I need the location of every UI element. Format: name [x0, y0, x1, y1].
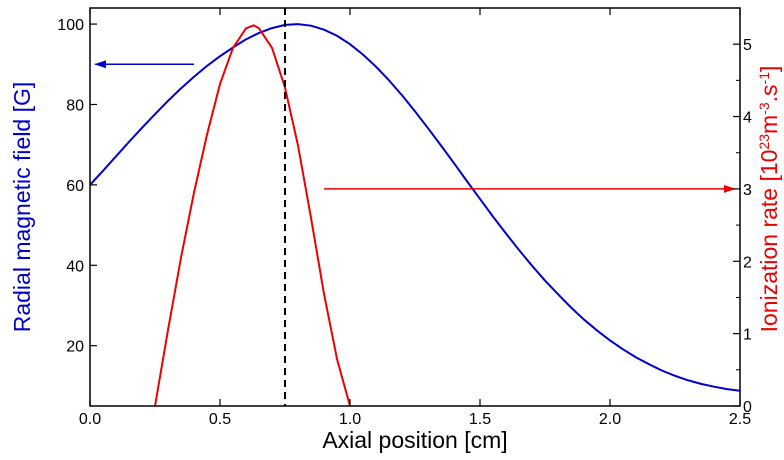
left-y-tick-label: 100 [57, 17, 84, 34]
right-y-tick-label: 5 [743, 37, 752, 54]
right-y-tick-label: 4 [743, 110, 752, 127]
right-y-tick-label: 3 [743, 182, 752, 199]
right-y-tick-label: 2 [743, 254, 752, 271]
x-tick-label: 2.5 [729, 411, 751, 428]
x-tick-label: 1.0 [339, 411, 361, 428]
right-y-title-prefix: Ionization rate [10 [756, 150, 782, 333]
x-tick-label: 0.5 [209, 411, 231, 428]
right-y-axis-title: Ionization rate [1023m-3.s-1] [756, 66, 782, 333]
right-y-title-suffix: ] [756, 66, 782, 72]
left-y-axis-title: Radial magnetic field [G] [9, 82, 35, 333]
x-axis-title: Axial position [cm] [322, 427, 507, 453]
left-y-tick-label: 60 [66, 178, 84, 195]
right-y-tick-label: 0 [743, 399, 752, 416]
left-y-tick-label: 80 [66, 97, 84, 114]
plot-frame [89, 7, 741, 407]
left-y-tick-label: 20 [66, 339, 84, 356]
x-tick-label: 2.0 [599, 411, 621, 428]
right-y-title-exp3: -1 [756, 72, 772, 85]
x-tick-label: 0.0 [79, 411, 101, 428]
right-y-title-exp1: 23 [756, 134, 772, 150]
right-y-title-exp2: -3 [756, 102, 772, 115]
plot-area [90, 8, 740, 406]
ticks: 0.0 0.5 1.0 1.5 2.0 2.5 20 40 60 80 100 0 1 2 3 4 5 [57, 8, 752, 428]
x-tick-label: 1.5 [469, 411, 491, 428]
ionization-rate-line [154, 24, 351, 406]
right-y-title-mid: m [756, 115, 782, 134]
left-y-tick-label: 40 [66, 258, 84, 275]
magnetic-field-line [90, 23, 740, 392]
right-y-tick-label: 1 [743, 327, 752, 344]
right-y-title-mid2: .s [756, 84, 782, 102]
